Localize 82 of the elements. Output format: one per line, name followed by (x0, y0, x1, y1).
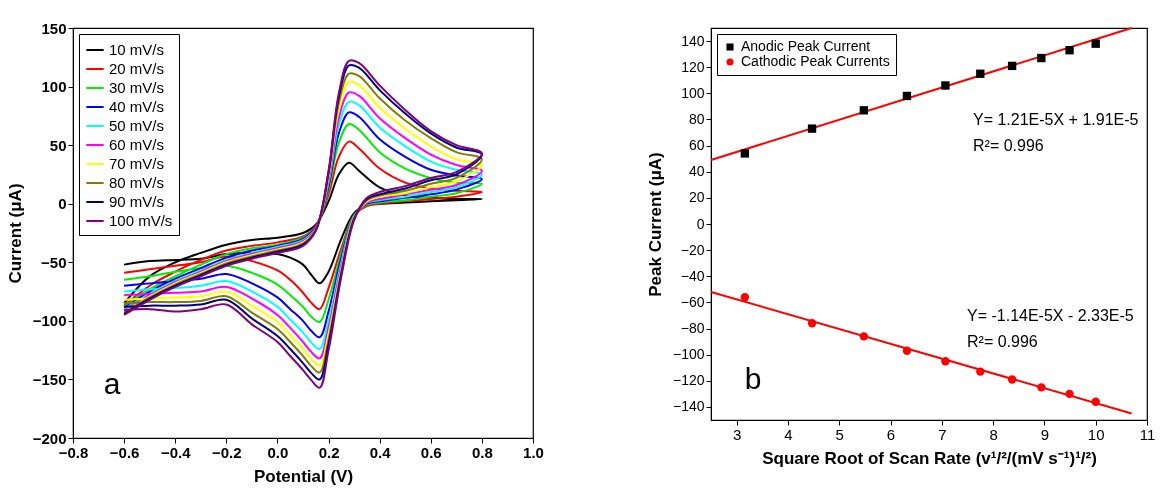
point (740, 149, 750, 158)
annotation: b (744, 362, 762, 395)
legend-label: 90 mV/s (109, 193, 165, 210)
x-tick-label: −0.6 (109, 443, 140, 461)
legend-label: 20 mV/s (109, 60, 165, 77)
x-tick-label: 0.0 (267, 443, 289, 461)
y-tick-label: −100 (32, 312, 67, 330)
point (902, 346, 912, 355)
legend-label: 30 mV/s (109, 79, 165, 96)
point (807, 124, 817, 133)
y-axis-title: Current (μA) (5, 183, 25, 284)
point (941, 357, 950, 366)
x-tick-label: 6 (886, 425, 896, 443)
x-tick-label: −0.4 (160, 443, 192, 461)
y-tick-label: −120 (672, 372, 705, 389)
y-tick-label: 40 (688, 163, 705, 180)
y-tick-label: −80 (680, 320, 705, 337)
annotation: Y= 1.21E-5X + 1.91E-5 (973, 111, 1139, 128)
point (1037, 383, 1046, 392)
y-tick-label: 150 (41, 19, 67, 37)
y-tick-label: 100 (681, 84, 705, 101)
x-tick-label: 0.6 (420, 443, 442, 461)
annotation: R²= 0.996 (967, 333, 1038, 350)
x-tick-label: 1.0 (523, 443, 544, 461)
x-tick-label: 11 (1139, 425, 1156, 443)
legend-label: 50 mV/s (109, 117, 165, 134)
legend-label: 100 mV/s (109, 212, 173, 229)
annotation: Y= -1.14E-5X - 2.33E-5 (967, 307, 1134, 324)
x-tick-label: 10 (1087, 425, 1105, 443)
x-tick-label: 0.2 (318, 443, 340, 461)
legend-label: 60 mV/s (109, 136, 165, 153)
x-axis-title: Potential (V) (253, 466, 354, 486)
x-tick-label: 4 (784, 425, 793, 443)
point (1007, 375, 1017, 384)
y-tick-label: 60 (688, 137, 705, 154)
annotation: R²= 0.996 (973, 137, 1044, 154)
y-tick-label: 140 (681, 32, 705, 49)
y-tick-label: −60 (680, 293, 705, 310)
y-tick-label: −140 (672, 398, 705, 415)
legend-label: 80 mV/s (109, 174, 165, 191)
y-tick-label: −100 (672, 346, 705, 363)
legend-label: 40 mV/s (109, 98, 165, 115)
point (902, 91, 912, 101)
y-tick-label: 0 (696, 215, 705, 232)
legend-label: 10 mV/s (109, 41, 165, 58)
point (1037, 53, 1046, 63)
x-tick-label: 3 (732, 425, 742, 443)
point (976, 367, 985, 376)
x-tick-label: 5 (835, 425, 844, 443)
x-tick-label: 9 (1040, 425, 1050, 443)
y-tick-label: 80 (688, 110, 705, 127)
point (1091, 39, 1100, 48)
y-tick-label: 100 (41, 78, 67, 96)
x-tick-label: 0.4 (369, 443, 392, 461)
y-tick-label: −40 (680, 267, 705, 284)
y-tick-label: −150 (32, 370, 67, 388)
point (859, 332, 869, 341)
legend-label: Anodic Peak Current (741, 38, 871, 54)
point (1007, 61, 1017, 71)
point (941, 81, 950, 90)
annotation: a (103, 367, 121, 400)
x-axis-title: Square Root of Scan Rate (v¹/²/(mV s⁻¹)¹/²) (762, 448, 1097, 468)
x-tick-label: 8 (989, 425, 998, 443)
y-tick-label: −20 (680, 241, 705, 258)
point (859, 106, 869, 115)
legend-label: Cathodic Peak Currents (741, 53, 890, 69)
point (807, 319, 817, 328)
legend-label: 70 mV/s (109, 155, 165, 172)
x-tick-label: 0.8 (471, 443, 493, 461)
y-tick-label: −50 (41, 253, 67, 271)
y-tick-label: 0 (58, 195, 67, 213)
y-tick-label: 50 (49, 136, 67, 154)
point (1065, 389, 1074, 399)
point (1091, 397, 1100, 406)
y-axis-title: Peak Current (μA) (645, 152, 665, 297)
x-tick-label: 7 (938, 425, 947, 443)
point (1065, 46, 1074, 55)
y-tick-label: 120 (681, 58, 705, 75)
point (740, 293, 750, 302)
x-tick-label: −0.2 (212, 443, 242, 461)
y-tick-label: 20 (688, 189, 705, 206)
point (976, 69, 985, 78)
